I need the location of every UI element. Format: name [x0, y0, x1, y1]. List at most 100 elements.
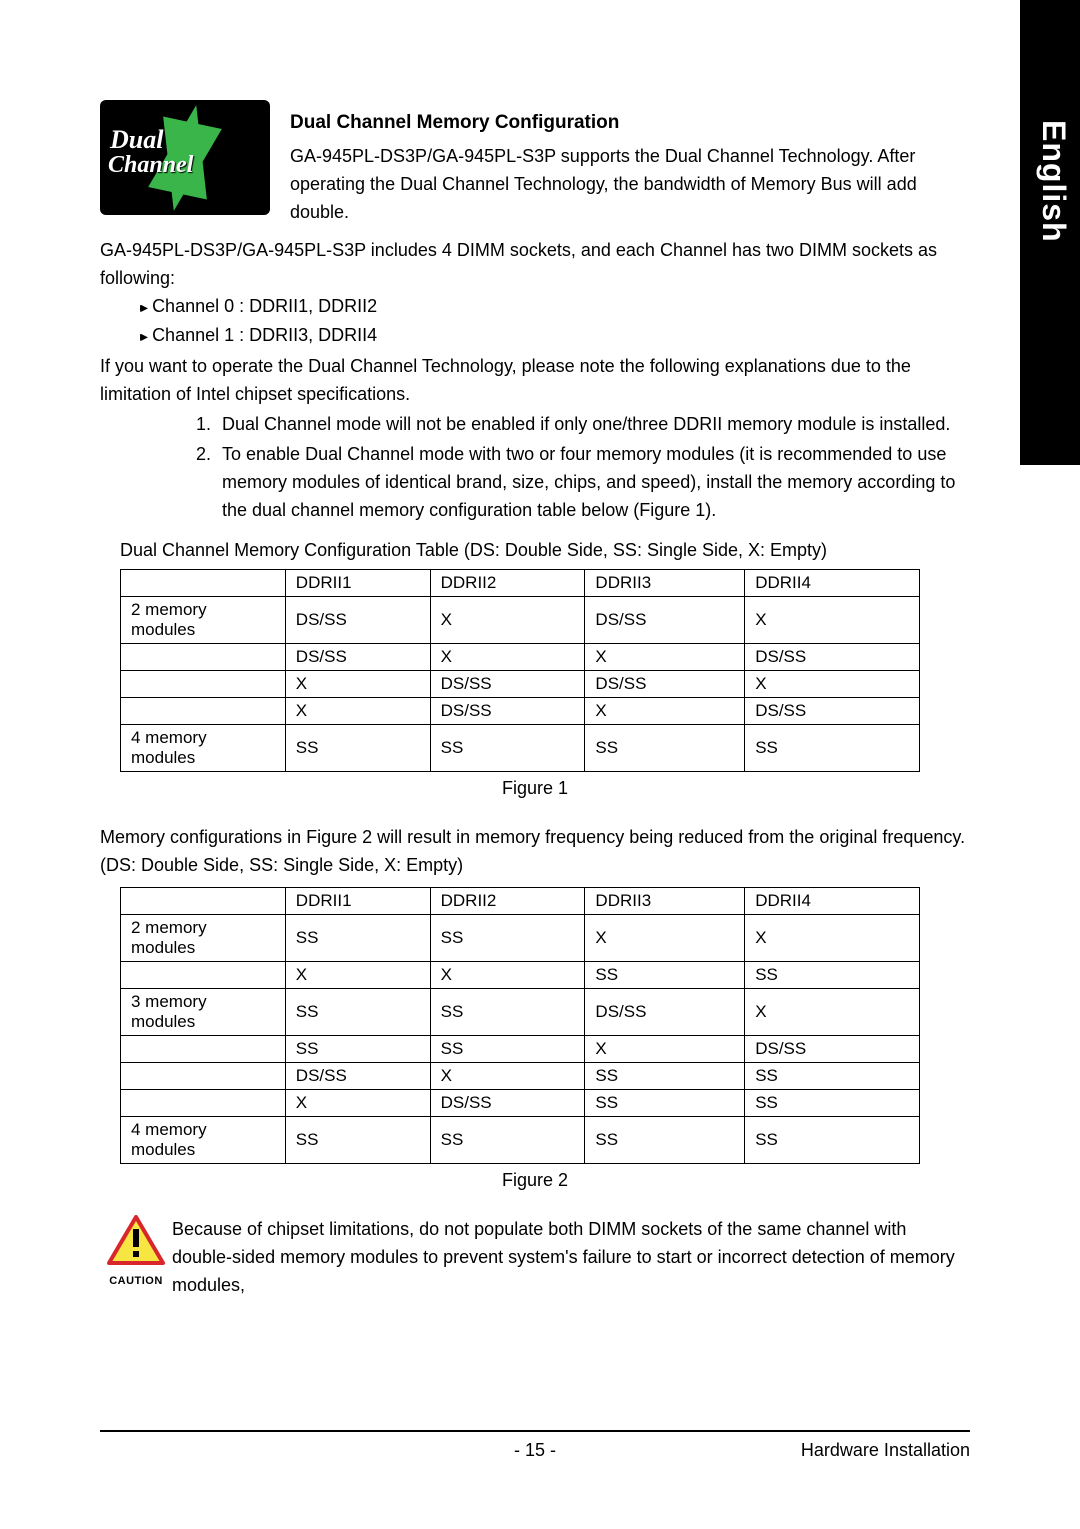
table-cell: 3 memory modules [121, 989, 286, 1036]
table-cell: 2 memory modules [121, 915, 286, 962]
table-cell: X [745, 597, 920, 644]
table-cell: DS/SS [585, 671, 745, 698]
table-cell: SS [285, 915, 430, 962]
logo-text-1: Dual [110, 125, 163, 155]
table-cell: X [430, 597, 585, 644]
table-row: 4 memory modulesSSSSSSSS [121, 1117, 920, 1164]
body-paragraph-2: If you want to operate the Dual Channel … [100, 352, 970, 408]
table-row: XDS/SSXDS/SS [121, 698, 920, 725]
table-cell: SS [430, 1036, 585, 1063]
table-cell: DS/SS [745, 698, 920, 725]
caution-text: Because of chipset limitations, do not p… [172, 1215, 970, 1299]
section-heading: Dual Channel Memory Configuration [290, 112, 970, 134]
table-cell: DS/SS [285, 597, 430, 644]
channel-bullets: Channel 0 : DDRII1, DDRII2 Channel 1 : D… [140, 292, 970, 350]
table-cell: SS [430, 915, 585, 962]
table-row: XDS/SSDS/SSX [121, 671, 920, 698]
config-table-1: DDRII1DDRII2DDRII3DDRII42 memory modules… [120, 569, 920, 772]
bullet-item: Channel 0 : DDRII1, DDRII2 [140, 292, 970, 321]
table-cell: X [745, 989, 920, 1036]
table-cell: SS [585, 962, 745, 989]
caution-icon: CAUTION [100, 1215, 172, 1299]
table-cell: SS [745, 962, 920, 989]
table-cell [121, 1036, 286, 1063]
table-cell: SS [430, 989, 585, 1036]
table-cell: DS/SS [430, 698, 585, 725]
table-cell: SS [430, 1117, 585, 1164]
table-row: XDS/SSSSSS [121, 1090, 920, 1117]
table-row: 3 memory modulesSSSSDS/SSX [121, 989, 920, 1036]
table-cell: SS [585, 725, 745, 772]
bullet-item: Channel 1 : DDRII3, DDRII4 [140, 321, 970, 350]
table-header: DDRII3 [585, 570, 745, 597]
table-row: SSSSXDS/SS [121, 1036, 920, 1063]
page-content: Dual Channel Dual Channel Memory Configu… [100, 100, 970, 1299]
table-header: DDRII2 [430, 570, 585, 597]
table-cell: X [285, 962, 430, 989]
table-cell: X [585, 644, 745, 671]
intro-paragraph: GA-945PL-DS3P/GA-945PL-S3P supports the … [290, 142, 970, 226]
table-cell: X [745, 671, 920, 698]
table-cell [121, 671, 286, 698]
table-cell: SS [585, 1090, 745, 1117]
footer-section: Hardware Installation [801, 1440, 970, 1461]
table-row: 2 memory modulesDS/SSXDS/SSX [121, 597, 920, 644]
table-row: DS/SSXXDS/SS [121, 644, 920, 671]
table-cell [121, 962, 286, 989]
table-cell: SS [745, 1063, 920, 1090]
table-header [121, 888, 286, 915]
table-cell: X [285, 698, 430, 725]
figure2-label: Figure 2 [100, 1170, 970, 1191]
table-row: DS/SSXSSSS [121, 1063, 920, 1090]
table-cell: SS [585, 1117, 745, 1164]
table-cell: SS [285, 989, 430, 1036]
table-cell: DS/SS [285, 644, 430, 671]
table-row: XXSSSS [121, 962, 920, 989]
table-row: 2 memory modulesSSSSXX [121, 915, 920, 962]
table-cell [121, 698, 286, 725]
bullet-text: Channel 0 : DDRII1, DDRII2 [152, 296, 377, 316]
table-cell: DS/SS [745, 644, 920, 671]
list-item: Dual Channel mode will not be enabled if… [216, 410, 970, 438]
table-header [121, 570, 286, 597]
table-header: DDRII1 [285, 888, 430, 915]
table-cell: X [285, 1090, 430, 1117]
table1-caption: Dual Channel Memory Configuration Table … [120, 540, 970, 561]
table-header: DDRII2 [430, 888, 585, 915]
figure1-label: Figure 1 [100, 778, 970, 799]
logo-text-2: Channel [108, 152, 193, 179]
table-header: DDRII4 [745, 888, 920, 915]
table-cell: X [285, 671, 430, 698]
table-cell: DS/SS [430, 671, 585, 698]
config-table-2: DDRII1DDRII2DDRII3DDRII42 memory modules… [120, 887, 920, 1164]
table-cell: SS [745, 725, 920, 772]
table-cell [121, 1090, 286, 1117]
table-cell: DS/SS [585, 989, 745, 1036]
table-row: 4 memory modulesSSSSSSSS [121, 725, 920, 772]
table-cell: X [430, 644, 585, 671]
caution-block: CAUTION Because of chipset limitations, … [100, 1215, 970, 1299]
table-header: DDRII1 [285, 570, 430, 597]
table-cell: DS/SS [585, 597, 745, 644]
table-cell: X [585, 915, 745, 962]
table-cell: X [745, 915, 920, 962]
bullet-text: Channel 1 : DDRII3, DDRII4 [152, 325, 377, 345]
table-cell: DS/SS [285, 1063, 430, 1090]
intro-block: Dual Channel Memory Configuration GA-945… [290, 100, 970, 226]
table-header: DDRII4 [745, 570, 920, 597]
list-item: To enable Dual Channel mode with two or … [216, 440, 970, 524]
table-cell [121, 644, 286, 671]
paragraph-fig2: Memory configurations in Figure 2 will r… [100, 823, 970, 879]
caution-label: CAUTION [100, 1267, 172, 1295]
language-tab: English [1020, 0, 1080, 465]
table-cell: SS [585, 1063, 745, 1090]
numbered-list: Dual Channel mode will not be enabled if… [190, 410, 970, 524]
table-cell: SS [745, 1117, 920, 1164]
table-cell: SS [285, 725, 430, 772]
table-cell: SS [285, 1117, 430, 1164]
body-paragraph-1: GA-945PL-DS3P/GA-945PL-S3P includes 4 DI… [100, 236, 970, 292]
table-cell: 4 memory modules [121, 1117, 286, 1164]
dual-channel-logo: Dual Channel [100, 100, 270, 215]
language-tab-label: English [1035, 120, 1072, 243]
table-header: DDRII3 [585, 888, 745, 915]
